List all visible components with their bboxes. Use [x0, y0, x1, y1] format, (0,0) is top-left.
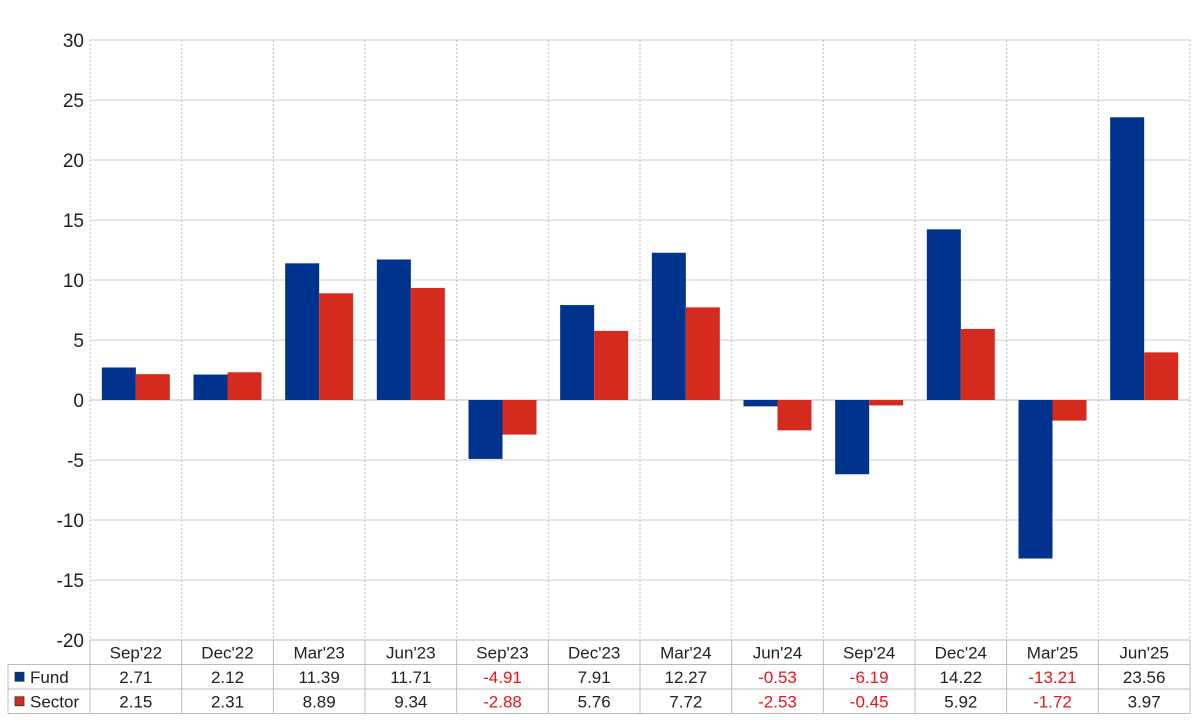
- bar-fund: [835, 400, 870, 475]
- y-tick-label: 20: [63, 151, 84, 172]
- legend-swatch-sector: [14, 696, 25, 707]
- category-label: Dec'23: [568, 644, 620, 663]
- data-label: -2.88: [483, 693, 522, 712]
- category-label: Sep'22: [110, 644, 162, 663]
- data-label: -0.53: [758, 668, 797, 687]
- y-tick-label: 10: [63, 271, 84, 292]
- data-label: 5.76: [578, 693, 611, 712]
- category-label: Dec'24: [935, 644, 987, 663]
- data-label: 8.89: [303, 693, 336, 712]
- bar-fund: [285, 263, 320, 400]
- bar-sector: [685, 307, 720, 400]
- data-label: 7.91: [578, 668, 611, 687]
- y-tick-label: 15: [63, 211, 84, 232]
- data-label: 3.97: [1128, 693, 1161, 712]
- data-label: 23.56: [1123, 668, 1166, 687]
- data-label: 2.71: [119, 668, 152, 687]
- data-label: -6.19: [850, 668, 889, 687]
- y-tick-label: 5: [73, 331, 84, 352]
- legend-swatch-fund: [14, 671, 25, 682]
- bar-fund: [1110, 117, 1145, 400]
- category-label: Jun'24: [753, 644, 803, 663]
- category-label: Sep'23: [476, 644, 528, 663]
- category-label: Jun'23: [386, 644, 436, 663]
- legend-label-fund: Fund: [30, 668, 69, 687]
- data-label: 12.27: [665, 668, 708, 687]
- y-tick-label: -20: [57, 631, 84, 652]
- bar-fund: [926, 229, 961, 400]
- bar-fund: [376, 259, 411, 400]
- bar-fund: [560, 305, 595, 400]
- data-label: 14.22: [940, 668, 983, 687]
- data-label: 2.15: [119, 693, 152, 712]
- data-table: Sep'22 Dec'22 Mar'23 Jun'23 Sep'23 Dec'23 Mar'…: [7, 639, 1191, 714]
- category-label: Mar'24: [660, 644, 711, 663]
- bar-sector: [227, 372, 262, 400]
- data-label: -4.91: [483, 668, 522, 687]
- bar-sector: [502, 400, 537, 435]
- data-label: -1.72: [1033, 693, 1072, 712]
- legend-label-sector: Sector: [30, 693, 79, 712]
- category-label: Mar'23: [293, 644, 344, 663]
- bar-sector: [319, 293, 354, 400]
- data-label: 5.92: [944, 693, 977, 712]
- bar-sector: [777, 400, 812, 431]
- category-label: Mar'25: [1027, 644, 1078, 663]
- y-axis: 30 25 20 15 10 5 0 -5 -10 -15 -20: [57, 31, 84, 652]
- data-label: 2.31: [211, 693, 244, 712]
- bar-sector: [594, 330, 629, 400]
- bar-fund: [743, 400, 778, 407]
- category-label: Jun'25: [1119, 644, 1169, 663]
- data-label: -13.21: [1028, 668, 1076, 687]
- bar-fund: [651, 252, 686, 400]
- bar-fund: [101, 367, 136, 400]
- y-tick-label: 30: [63, 31, 84, 52]
- bar-sector: [869, 400, 904, 406]
- bar-sector: [135, 374, 170, 400]
- data-label: 7.72: [669, 693, 702, 712]
- bar-sector: [1144, 352, 1179, 400]
- bar-fund: [193, 374, 228, 400]
- data-label: 2.12: [211, 668, 244, 687]
- category-label: Sep'24: [843, 644, 895, 663]
- y-tick-label: -5: [67, 451, 84, 472]
- bars: [101, 117, 1179, 559]
- y-tick-label: -10: [57, 511, 84, 532]
- y-tick-label: -15: [57, 571, 84, 592]
- bar-sector: [1052, 400, 1087, 421]
- data-label: -0.45: [850, 693, 889, 712]
- y-tick-label: 25: [63, 91, 84, 112]
- data-label: 11.71: [390, 668, 431, 687]
- bar-sector: [410, 287, 445, 400]
- bar-fund: [468, 400, 503, 459]
- data-label: 11.39: [299, 668, 340, 687]
- data-label: 9.34: [394, 693, 427, 712]
- data-label: -2.53: [758, 693, 797, 712]
- category-label: Dec'22: [201, 644, 253, 663]
- bar-sector: [960, 328, 995, 400]
- bar-fund: [1018, 400, 1053, 559]
- y-tick-label: 0: [73, 391, 84, 412]
